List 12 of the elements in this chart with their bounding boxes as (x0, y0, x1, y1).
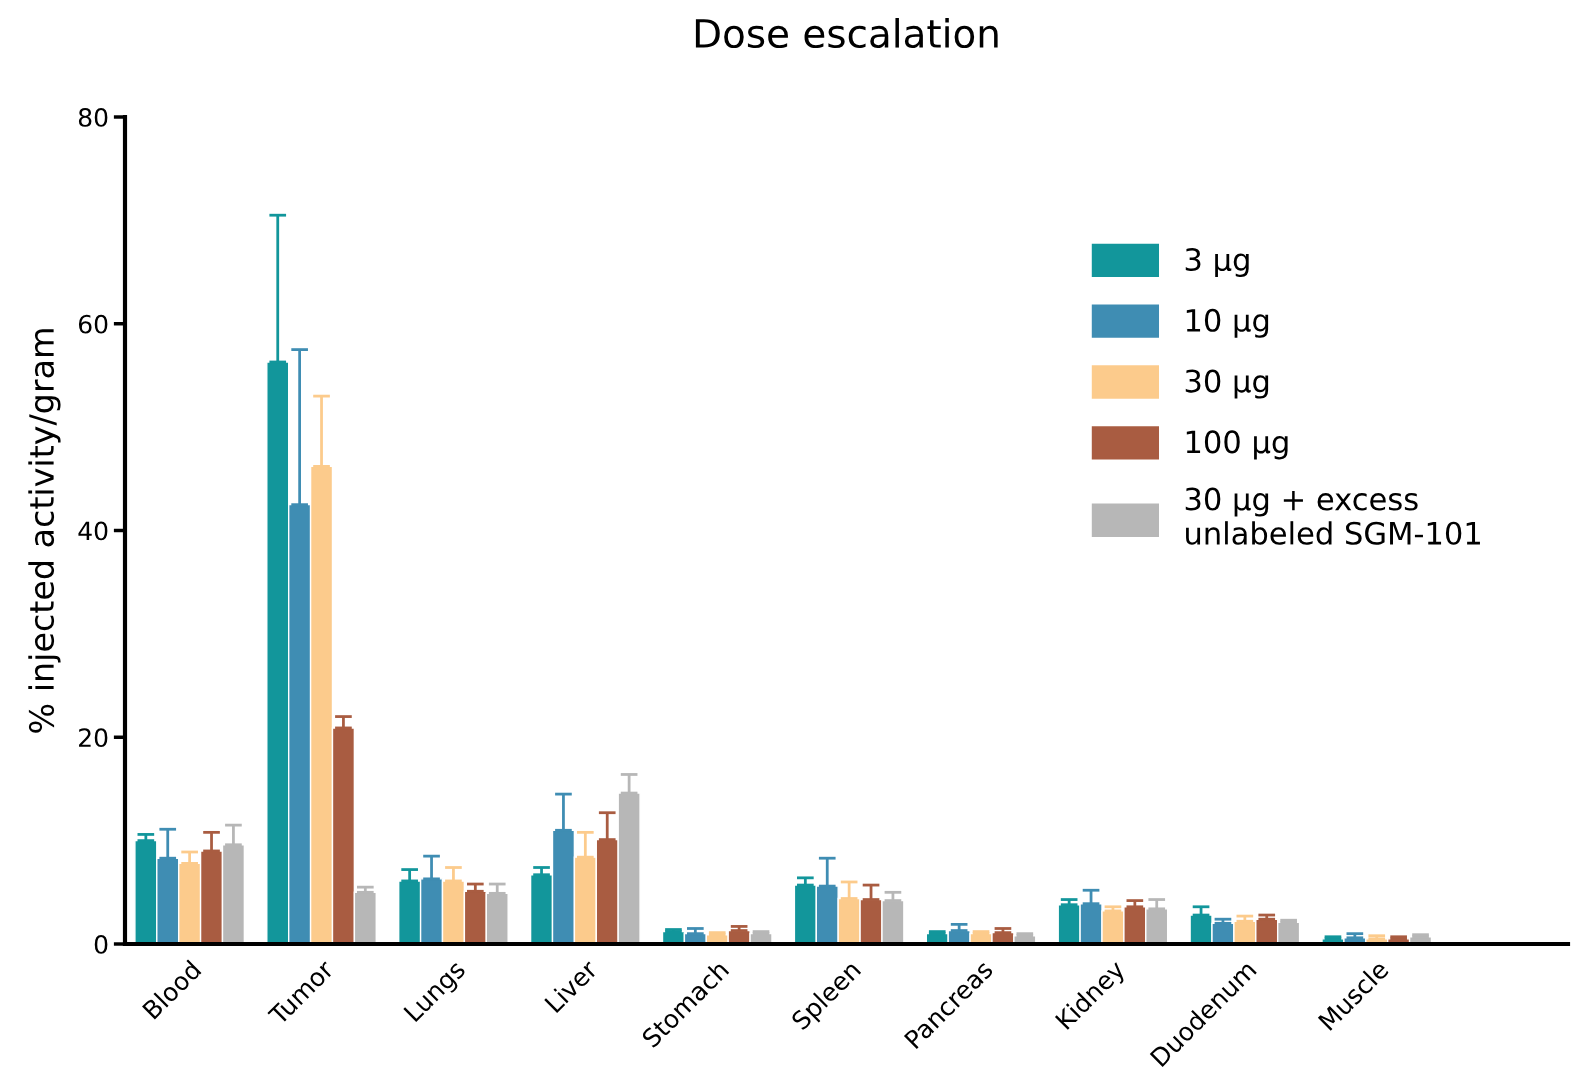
legend-label: 10 µg (1186, 308, 1269, 338)
y-tick-label: 80 (78, 107, 108, 127)
legend-label: 100 µg (1186, 430, 1288, 460)
y-tick-label: 20 (79, 728, 108, 748)
legend-label: 3 µg (1185, 247, 1249, 277)
y-tick-label: 0 (94, 934, 108, 954)
y-tick-label: 40 (78, 521, 108, 541)
legend-label: 30 µg + excess unlabeled SGM-101 (1185, 487, 1480, 545)
y-tick-label: 60 (78, 314, 108, 334)
legend-label: 30 µg (1185, 369, 1269, 399)
chart-title: Dose escalation (695, 18, 998, 49)
y-axis-title: % injected activity/gram (28, 329, 61, 733)
